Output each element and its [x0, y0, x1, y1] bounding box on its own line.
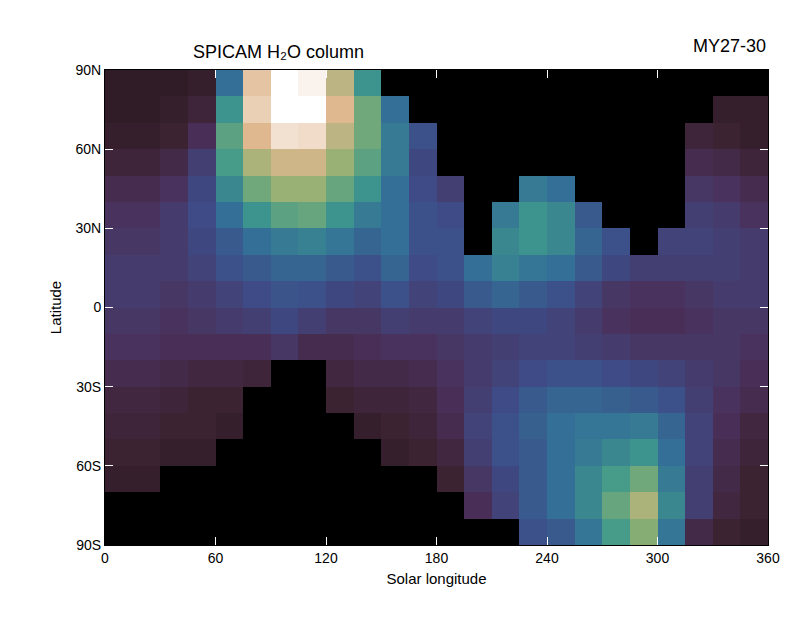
svg-text:SPICAM H₂O column: SPICAM H₂O column	[193, 42, 364, 62]
svg-text:240: 240	[535, 550, 559, 566]
svg-text:30N: 30N	[76, 220, 102, 236]
svg-text:360: 360	[756, 550, 780, 566]
svg-text:120: 120	[314, 550, 338, 566]
svg-text:60N: 60N	[76, 141, 102, 157]
svg-text:90N: 90N	[76, 62, 102, 78]
svg-text:0: 0	[93, 299, 101, 315]
svg-text:30S: 30S	[76, 379, 101, 395]
svg-text:90S: 90S	[76, 537, 101, 553]
svg-text:180: 180	[425, 550, 449, 566]
svg-text:Latitude: Latitude	[47, 281, 64, 334]
svg-text:MY27-30: MY27-30	[693, 36, 766, 56]
svg-text:0: 0	[101, 550, 109, 566]
svg-text:Solar longitude: Solar longitude	[386, 570, 486, 587]
svg-text:60: 60	[208, 550, 224, 566]
svg-text:300: 300	[646, 550, 670, 566]
svg-text:60S: 60S	[76, 458, 101, 474]
